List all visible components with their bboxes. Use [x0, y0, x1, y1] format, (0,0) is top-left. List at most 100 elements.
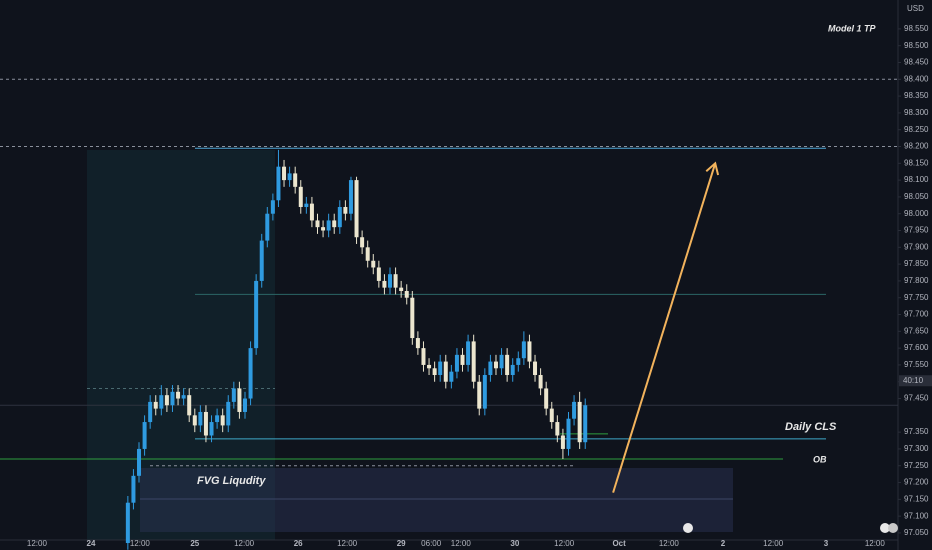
arrow-head — [705, 161, 720, 176]
x-tick-label: 12:00 — [554, 539, 575, 548]
candle-body — [259, 240, 264, 281]
candle-body — [538, 375, 543, 389]
candle-body — [254, 280, 259, 349]
x-tick-label: 12:00 — [763, 539, 784, 548]
candle-body — [566, 418, 571, 449]
x-tick-label: 26 — [294, 539, 303, 548]
y-tick-label: 98.150 — [904, 158, 929, 167]
candle-body — [282, 166, 287, 181]
y-tick-label: 97.850 — [904, 259, 929, 268]
y-tick-label: 97.950 — [904, 226, 929, 235]
event-icon[interactable] — [683, 523, 693, 533]
x-tick-label: 12:00 — [865, 539, 886, 548]
candle-body — [471, 341, 476, 382]
candle-body — [315, 220, 320, 228]
x-tick-label: 12:00 — [27, 539, 48, 548]
candle-body — [181, 395, 186, 399]
y-tick-label: 97.800 — [904, 276, 929, 285]
y-tick-label: 97.700 — [904, 310, 929, 319]
candle-body — [549, 408, 554, 423]
candle-body — [404, 291, 409, 298]
candle-body — [304, 203, 309, 207]
candle-body — [371, 260, 376, 268]
candle-body — [449, 371, 454, 382]
candle-body — [309, 203, 314, 221]
candle-body — [137, 448, 142, 476]
candle-body — [220, 415, 225, 426]
x-tick-label: 12:00 — [234, 539, 255, 548]
candle-body — [231, 388, 236, 402]
candle-body — [170, 391, 175, 406]
candle-body — [326, 220, 331, 231]
candle-body — [376, 267, 381, 281]
x-tick-label: 3 — [824, 539, 829, 548]
candle-body — [153, 401, 158, 409]
x-tick-label: 06:00 — [421, 539, 442, 548]
countdown: 40:10 — [903, 376, 924, 385]
candle-body — [577, 401, 582, 443]
x-tick-label: 25 — [190, 539, 199, 548]
y-tick-label: 98.100 — [904, 175, 929, 184]
candle-body — [348, 180, 353, 214]
candle-body — [493, 361, 498, 369]
event-icon[interactable] — [880, 523, 890, 533]
currency-label: USD — [907, 4, 924, 13]
candle-body — [572, 401, 577, 419]
candle-body — [164, 395, 169, 406]
candle-body — [460, 354, 465, 365]
candle-body — [187, 395, 192, 416]
x-tick-label: 12:00 — [659, 539, 680, 548]
candle-body — [488, 361, 493, 376]
arrow — [612, 163, 717, 493]
y-tick-label: 97.550 — [904, 360, 929, 369]
candle-body — [410, 297, 415, 339]
candle-body — [198, 411, 203, 426]
y-tick-label: 98.250 — [904, 125, 929, 134]
annotation: OB — [813, 454, 827, 464]
candle-body — [159, 395, 164, 409]
annotation: FVG Liqudity — [197, 475, 266, 487]
candle-body — [505, 354, 510, 376]
candle-body — [499, 354, 504, 369]
candle-body — [438, 361, 443, 376]
candle-body — [432, 368, 437, 376]
candle-body — [192, 415, 197, 426]
candle-body — [477, 381, 482, 409]
candle-body — [382, 280, 387, 288]
candle-body — [360, 237, 365, 248]
x-tick-label: 12:00 — [337, 539, 358, 548]
candle-body — [337, 206, 342, 228]
candle-body — [583, 405, 588, 443]
x-tick-label: 24 — [87, 539, 96, 548]
y-tick-label: 98.200 — [904, 142, 929, 151]
candle-body — [533, 361, 538, 376]
y-tick-label: 98.050 — [904, 192, 929, 201]
y-tick-label: 97.100 — [904, 511, 929, 520]
candle-body — [521, 341, 526, 359]
candle-body — [265, 213, 270, 241]
candle-body — [209, 422, 214, 436]
candle-body — [482, 375, 487, 409]
candle-body — [321, 227, 326, 231]
y-tick-label: 97.050 — [904, 528, 929, 537]
candle-body — [393, 274, 398, 288]
candle-body — [298, 186, 303, 207]
x-tick-label: 12:00 — [451, 539, 472, 548]
candle-body — [332, 220, 337, 228]
candle-body — [510, 364, 515, 376]
y-tick-label: 98.400 — [904, 74, 929, 83]
candle-body — [399, 287, 404, 292]
candle-body — [293, 173, 298, 187]
candle-body — [516, 358, 521, 365]
event-icon[interactable] — [888, 523, 898, 533]
x-tick-label: Oct — [612, 539, 626, 548]
y-tick-label: 97.350 — [904, 427, 929, 436]
y-tick-label: 98.300 — [904, 108, 929, 117]
x-tick-label: 12:00 — [130, 539, 151, 548]
y-tick-label: 98.450 — [904, 58, 929, 67]
y-tick-label: 98.550 — [904, 24, 929, 33]
annotation: Daily CLS — [785, 421, 837, 433]
candle-body — [287, 173, 292, 181]
